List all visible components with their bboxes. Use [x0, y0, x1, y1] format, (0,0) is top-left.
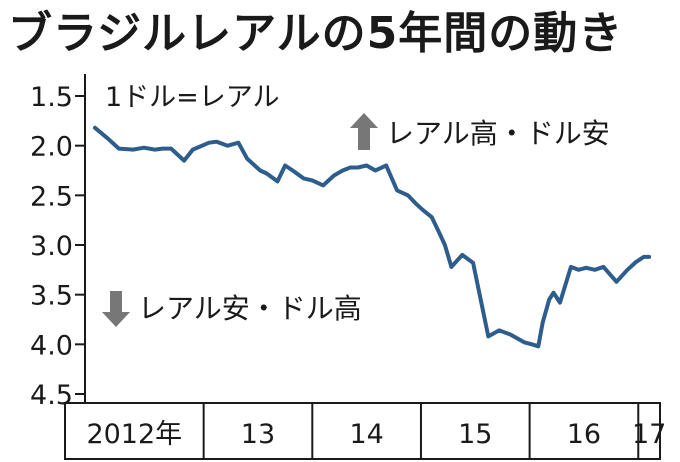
x-tick-label: 14	[349, 419, 383, 450]
up-arrow-icon	[350, 113, 378, 150]
annotation-up: レアル高・ドル安	[386, 117, 610, 150]
y-tick-label: 1.5	[30, 82, 73, 113]
y-tick-label: 2.0	[30, 132, 73, 163]
annotation-down: レアル安・ドル高	[138, 292, 362, 325]
x-tick-label: 13	[241, 419, 275, 450]
chart-title: ブラジルレアルの5年間の動き	[8, 8, 624, 59]
y-tick-label: 3.5	[30, 281, 73, 312]
down-arrow-icon	[102, 291, 130, 327]
y-tick-label: 4.5	[30, 380, 73, 411]
x-tick-label: 17	[632, 419, 666, 450]
x-tick-label: 15	[458, 419, 492, 450]
x-label-band	[64, 402, 661, 460]
chart-subtitle: 1ドル=レアル	[105, 82, 280, 113]
x-tick-label: 2012年	[86, 419, 182, 450]
y-tick-label: 4.0	[30, 330, 73, 361]
y-tick-label: 3.0	[30, 231, 73, 262]
y-tick-label: 2.5	[30, 181, 73, 212]
x-tick-label: 16	[567, 419, 601, 450]
series-line	[93, 125, 652, 349]
